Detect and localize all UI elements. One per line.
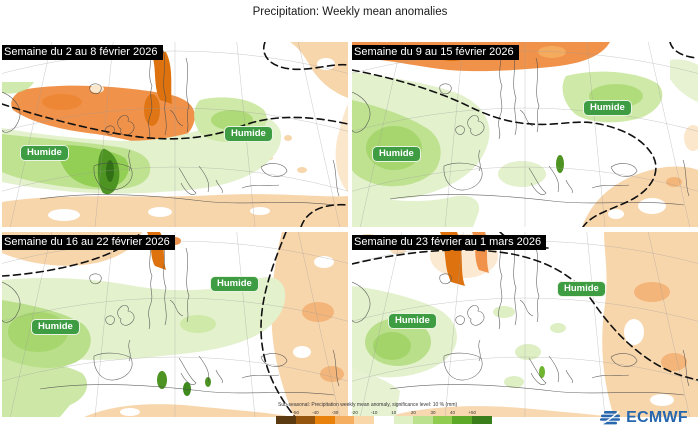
tick-label: -40 <box>312 410 319 415</box>
tick-label: -30 <box>331 410 339 415</box>
map-panel-week3: Semaine du 16 au 22 février 2026 Humide … <box>2 232 348 417</box>
map-panel-week2: Semaine du 9 au 15 février 2026 Humide H… <box>352 42 698 227</box>
legend-title: Sub-seasonal: Precipitation weekly mean … <box>278 402 458 408</box>
colorbar <box>276 416 494 424</box>
colorbar-segment <box>452 416 472 424</box>
colorbar-segment <box>373 416 394 424</box>
legend-tick-labels: -50 -40 -30 -20 -10 10 20 30 40 +50 <box>276 410 494 415</box>
humide-badge: Humide <box>388 313 437 329</box>
colorbar-segment <box>276 416 296 424</box>
colorbar-segment <box>393 416 414 424</box>
panel-title-week3: Semaine du 16 au 22 février 2026 <box>2 235 175 250</box>
colorbar-segment <box>295 416 316 424</box>
ecmwf-logo: ECMWF <box>600 409 688 427</box>
significance-contours <box>352 42 698 227</box>
humide-badge: Humide <box>20 145 69 161</box>
wet-anomaly-regions <box>352 286 566 417</box>
ecmwf-logo-text: ECMWF <box>626 409 688 426</box>
colorbar-segment <box>334 416 355 424</box>
humide-badge: Humide <box>224 126 273 142</box>
humide-badge: Humide <box>557 281 606 297</box>
colorbar-segment <box>354 416 374 424</box>
tick-label: +50 <box>468 410 476 415</box>
tick-label: 40 <box>450 410 456 415</box>
tick-label: -50 <box>292 410 300 415</box>
tick-label: 30 <box>430 410 436 415</box>
significance-contours <box>2 42 348 227</box>
colorbar-segment <box>432 416 453 424</box>
anomaly-map-week1 <box>2 42 348 227</box>
significance-contours <box>2 232 296 417</box>
dry-anomaly-regions <box>2 42 348 227</box>
colorbar-segment <box>413 416 433 424</box>
anomaly-map-week2 <box>352 42 698 227</box>
humide-badge: Humide <box>31 319 80 335</box>
humide-badge: Humide <box>210 276 259 292</box>
panel-title-week1: Semaine du 2 au 8 février 2026 <box>2 45 163 60</box>
tick-label: 10 <box>391 410 397 415</box>
colorbar-segment <box>471 416 492 424</box>
map-panel-week1: Semaine du 2 au 8 février 2026 Humide Hu… <box>2 42 348 227</box>
tick-label: -10 <box>370 410 378 415</box>
tick-label: 20 <box>410 410 416 415</box>
page-title: Precipitation: Weekly mean anomalies <box>252 6 448 18</box>
colorbar-segment <box>315 416 335 424</box>
panel-title-week4: Semaine du 23 février au 1 mars 2026 <box>352 235 547 250</box>
humide-badge: Humide <box>583 100 632 116</box>
map-panel-week4: Semaine du 23 février au 1 mars 2026 Hum… <box>352 232 698 417</box>
panel-title-week2: Semaine du 9 au 15 février 2026 <box>352 45 519 60</box>
colorbar-legend: Sub-seasonal: Precipitation weekly mean … <box>276 402 494 424</box>
wet-anomaly-regions <box>2 277 286 417</box>
humide-badge: Humide <box>372 146 421 162</box>
ecmwf-globe-icon <box>600 410 621 425</box>
tick-label: -20 <box>351 410 358 415</box>
